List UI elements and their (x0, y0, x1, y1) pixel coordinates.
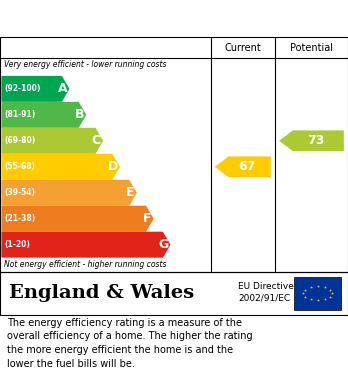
Text: The energy efficiency rating is a measure of the
overall efficiency of a home. T: The energy efficiency rating is a measur… (7, 318, 253, 369)
Text: D: D (108, 160, 118, 173)
Polygon shape (1, 232, 171, 258)
Text: A: A (57, 83, 67, 95)
Polygon shape (215, 156, 271, 177)
Text: 73: 73 (307, 134, 324, 147)
Polygon shape (1, 180, 137, 206)
Text: C: C (92, 134, 101, 147)
Text: Very energy efficient - lower running costs: Very energy efficient - lower running co… (4, 61, 167, 70)
Text: Potential: Potential (290, 43, 333, 53)
Text: (69-80): (69-80) (4, 136, 35, 145)
Polygon shape (1, 206, 154, 232)
Text: Current: Current (224, 43, 261, 53)
Text: Energy Efficiency Rating: Energy Efficiency Rating (9, 11, 211, 26)
Text: (39-54): (39-54) (4, 188, 35, 197)
Text: (55-68): (55-68) (4, 162, 35, 171)
Polygon shape (1, 76, 70, 102)
Text: (81-91): (81-91) (4, 110, 35, 119)
Polygon shape (1, 154, 120, 180)
Text: B: B (74, 108, 84, 121)
Text: F: F (143, 212, 151, 225)
Text: (21-38): (21-38) (4, 214, 35, 223)
Text: (92-100): (92-100) (4, 84, 41, 93)
Text: England & Wales: England & Wales (9, 284, 194, 302)
Text: G: G (158, 238, 168, 251)
Text: EU Directive
2002/91/EC: EU Directive 2002/91/EC (238, 282, 294, 303)
Polygon shape (1, 102, 86, 128)
Text: Not energy efficient - higher running costs: Not energy efficient - higher running co… (4, 260, 167, 269)
Text: E: E (126, 186, 135, 199)
Text: 67: 67 (238, 160, 255, 173)
Text: (1-20): (1-20) (4, 240, 30, 249)
Polygon shape (279, 131, 344, 151)
Bar (294, 277, 341, 310)
Polygon shape (1, 128, 103, 154)
